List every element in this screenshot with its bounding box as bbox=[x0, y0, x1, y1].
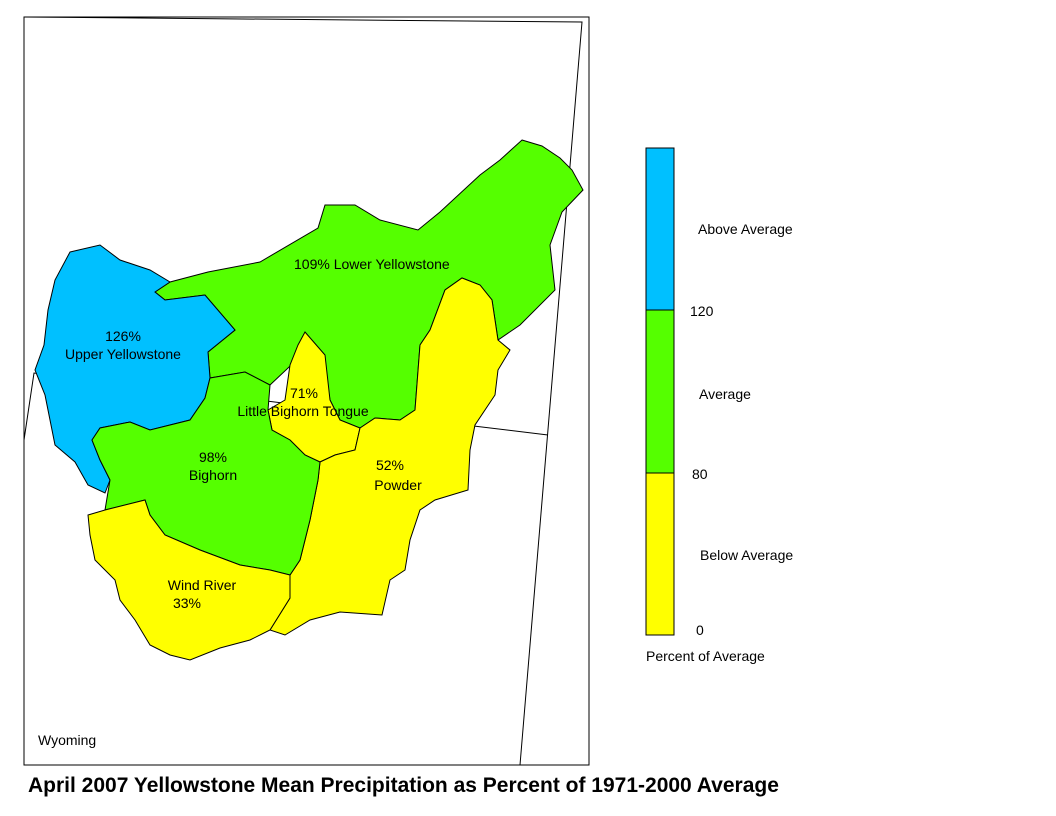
label-upper-yellowstone-percent: 126% bbox=[105, 328, 141, 344]
basin-labels: 109% Lower Yellowstone 126% Upper Yellow… bbox=[38, 256, 450, 748]
legend: Above Average Average Below Average 120 … bbox=[645, 147, 793, 664]
legend-swatch-above bbox=[645, 147, 675, 311]
label-lbt-name: Little Bighorn Tongue bbox=[237, 403, 368, 419]
label-bighorn-name: Bighorn bbox=[189, 467, 237, 483]
legend-break-120: 120 bbox=[690, 303, 714, 319]
legend-caption: Percent of Average bbox=[646, 648, 765, 664]
legend-break-80: 80 bbox=[692, 466, 708, 482]
state-label: Wyoming bbox=[38, 732, 96, 748]
label-upper-yellowstone-name: Upper Yellowstone bbox=[65, 346, 181, 362]
legend-swatch-average bbox=[645, 309, 675, 474]
label-bighorn-percent: 98% bbox=[199, 449, 227, 465]
label-powder-percent: 52% bbox=[376, 457, 404, 473]
basin-wind-river[interactable] bbox=[87, 499, 291, 661]
label-lower-yellowstone: 109% Lower Yellowstone bbox=[294, 256, 450, 272]
label-lbt-percent: 71% bbox=[290, 385, 318, 401]
basin-powder[interactable] bbox=[269, 277, 511, 636]
label-wind-river-percent: 33% bbox=[173, 595, 201, 611]
map-title: April 2007 Yellowstone Mean Precipitatio… bbox=[28, 774, 779, 797]
legend-break-0: 0 bbox=[696, 622, 704, 638]
legend-swatch-below bbox=[645, 472, 675, 636]
basins bbox=[34, 139, 584, 661]
legend-category-above: Above Average bbox=[698, 221, 793, 237]
legend-category-average: Average bbox=[699, 386, 751, 402]
legend-category-below: Below Average bbox=[700, 547, 793, 563]
label-powder-name: Powder bbox=[374, 477, 422, 493]
label-wind-river-name: Wind River bbox=[168, 577, 237, 593]
